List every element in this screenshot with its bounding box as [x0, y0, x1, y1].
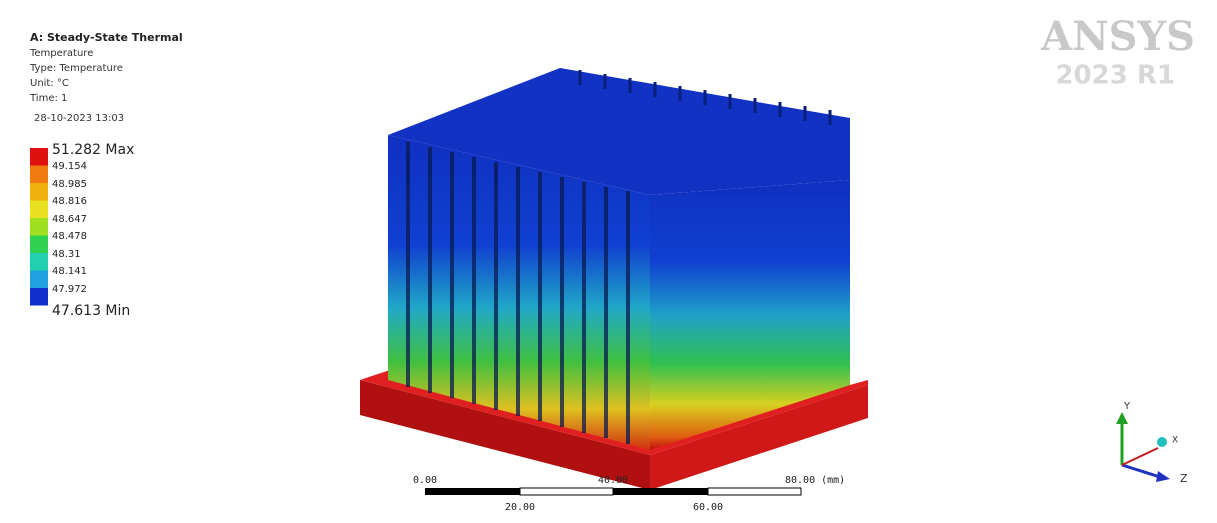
- scale-segment: [613, 488, 708, 495]
- scale-label: 0.00: [413, 475, 437, 486]
- legend-label: 48.31: [52, 249, 81, 260]
- axis-label: X: [1172, 436, 1178, 446]
- scale-segment: [708, 488, 801, 495]
- legend-swatch: [30, 201, 48, 219]
- legend-swatch: [30, 253, 48, 271]
- result-line: Time: 1: [29, 93, 67, 104]
- legend-swatch: [30, 288, 48, 306]
- scale-label: 80.00 (mm): [785, 475, 845, 486]
- legend-label: 48.816: [52, 196, 87, 207]
- legend-label: 48.647: [52, 214, 87, 225]
- legend-max: 51.282 Max: [52, 142, 134, 158]
- legend-label: 47.972: [52, 284, 87, 295]
- axis-label: Z: [1180, 472, 1188, 485]
- scale-label: 40.00: [598, 475, 628, 486]
- page: A: Steady-State Thermal Temperature Type…: [0, 0, 1217, 523]
- legend-label: 48.478: [52, 231, 87, 242]
- logo-brand: ANSYS: [1040, 13, 1195, 60]
- result-line: Unit: °C: [30, 78, 69, 89]
- viewport: A: Steady-State Thermal Temperature Type…: [0, 0, 1217, 523]
- legend-swatch: [30, 236, 48, 254]
- legend-swatch: [30, 271, 48, 289]
- scale-segment: [520, 488, 613, 495]
- result-line: Type: Temperature: [29, 63, 123, 74]
- axis-label: Y: [1123, 401, 1131, 412]
- legend-swatch: [30, 166, 48, 184]
- legend-swatch: [30, 183, 48, 201]
- result-title: A: Steady-State Thermal: [30, 31, 183, 44]
- legend-swatch: [30, 148, 48, 166]
- legend-label: 49.154: [52, 161, 87, 172]
- legend-swatch: [30, 218, 48, 236]
- legend-min: 47.613 Min: [52, 303, 130, 319]
- scale-segment: [425, 488, 520, 495]
- heat-sink: [360, 68, 868, 490]
- result-line: Temperature: [29, 48, 93, 59]
- scale-label: 20.00: [505, 502, 535, 513]
- result-date: 28-10-2023 13:03: [34, 113, 124, 124]
- scale-label: 60.00: [693, 502, 723, 513]
- legend-label: 48.141: [52, 266, 87, 277]
- logo-version: 2023 R1: [1055, 61, 1175, 91]
- legend-label: 48.985: [52, 179, 87, 190]
